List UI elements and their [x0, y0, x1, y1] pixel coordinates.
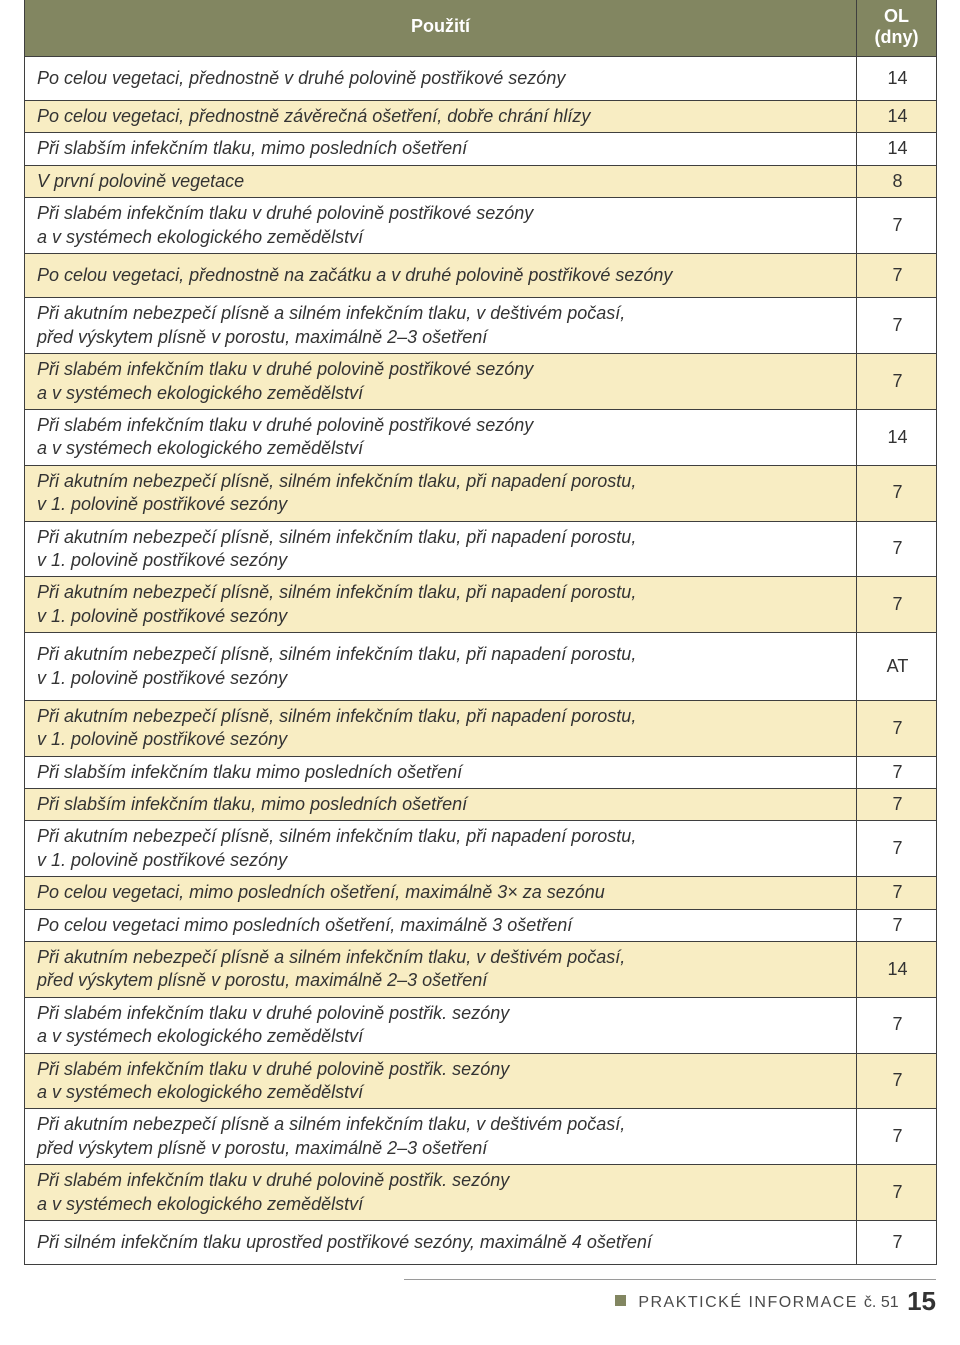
table-row: Při akutním nebezpečí plísně a silném in…: [25, 1109, 937, 1165]
ol-cell: 7: [857, 1109, 937, 1165]
table-row: Při akutním nebezpečí plísně, silném inf…: [25, 577, 937, 633]
ol-cell: 7: [857, 700, 937, 756]
ol-cell: 8: [857, 165, 937, 197]
ol-cell: 7: [857, 1220, 937, 1264]
usage-cell: Po celou vegetaci, přednostně závěrečná …: [25, 101, 857, 133]
table-row: Při slabším infekčním tlaku, mimo posled…: [25, 789, 937, 821]
table-row: Po celou vegetaci, přednostně na začátku…: [25, 254, 937, 298]
footer-issue-number: 51: [881, 1294, 899, 1311]
footer-line: PRAKTICKÉ INFORMACE č. 51 15: [24, 1286, 936, 1317]
usage-cell: Při slabém infekčním tlaku v druhé polov…: [25, 1053, 857, 1109]
ol-cell: 7: [857, 521, 937, 577]
ol-cell: 7: [857, 298, 937, 354]
table-row: Při slabém infekčním tlaku v druhé polov…: [25, 1053, 937, 1109]
table-row: Při akutním nebezpečí plísně, silném inf…: [25, 821, 937, 877]
table-row: Po celou vegetaci, mimo posledních ošetř…: [25, 877, 937, 909]
usage-cell: Při akutním nebezpečí plísně, silném inf…: [25, 633, 857, 701]
usage-cell: Při akutním nebezpečí plísně, silném inf…: [25, 465, 857, 521]
usage-cell: Po celou vegetaci, přednostně v druhé po…: [25, 56, 857, 100]
table-row: Při akutním nebezpečí plísně, silném inf…: [25, 465, 937, 521]
col-header-usage: Použití: [25, 0, 857, 56]
usage-cell: Po celou vegetaci, přednostně na začátku…: [25, 254, 857, 298]
usage-cell: Při akutním nebezpečí plísně, silném inf…: [25, 577, 857, 633]
usage-cell: Při akutním nebezpečí plísně a silném in…: [25, 942, 857, 998]
table-row: Při akutním nebezpečí plísně, silném inf…: [25, 521, 937, 577]
table-row: Při slabším infekčním tlaku mimo posledn…: [25, 756, 937, 788]
table-body: Po celou vegetaci, přednostně v druhé po…: [25, 56, 937, 1265]
ol-cell: 14: [857, 409, 937, 465]
table-row: Po celou vegetaci, přednostně závěrečná …: [25, 101, 937, 133]
col-header-ol: OL (dny): [857, 0, 937, 56]
table-row: Při slabém infekčním tlaku v druhé polov…: [25, 997, 937, 1053]
usage-cell: Při akutním nebezpečí plísně, silném inf…: [25, 821, 857, 877]
table-row: Po celou vegetaci, přednostně v druhé po…: [25, 56, 937, 100]
usage-cell: Při slabém infekčním tlaku v druhé polov…: [25, 1165, 857, 1221]
usage-cell: Po celou vegetaci, mimo posledních ošetř…: [25, 877, 857, 909]
usage-cell: Při slabším infekčním tlaku, mimo posled…: [25, 789, 857, 821]
ol-cell: 7: [857, 465, 937, 521]
usage-cell: Při silném infekčním tlaku uprostřed pos…: [25, 1220, 857, 1264]
usage-cell: Při akutním nebezpečí plísně, silném inf…: [25, 521, 857, 577]
usage-cell: Při slabším infekčním tlaku mimo posledn…: [25, 756, 857, 788]
ol-cell: 14: [857, 56, 937, 100]
table-row: Při akutním nebezpečí plísně a silném in…: [25, 298, 937, 354]
usage-cell: Při slabém infekčním tlaku v druhé polov…: [25, 198, 857, 254]
ol-cell: AT: [857, 633, 937, 701]
ol-cell: 7: [857, 997, 937, 1053]
usage-table: Použití OL (dny) Po celou vegetaci, před…: [24, 0, 937, 1265]
footer-rule: [404, 1279, 936, 1280]
table-row: V první polovině vegetace8: [25, 165, 937, 197]
table-row: Při slabém infekčním tlaku v druhé polov…: [25, 354, 937, 410]
page-number: 15: [907, 1286, 936, 1316]
usage-cell: Při akutním nebezpečí plísně, silném inf…: [25, 700, 857, 756]
page: Použití OL (dny) Po celou vegetaci, před…: [0, 0, 960, 1345]
table-row: Při akutním nebezpečí plísně, silném inf…: [25, 633, 937, 701]
table-row: Po celou vegetaci mimo posledních ošetře…: [25, 909, 937, 941]
table-row: Při akutním nebezpečí plísně a silném in…: [25, 942, 937, 998]
ol-cell: 7: [857, 877, 937, 909]
table-row: Při slabém infekčním tlaku v druhé polov…: [25, 198, 937, 254]
page-footer: PRAKTICKÉ INFORMACE č. 51 15: [24, 1279, 936, 1317]
ol-cell: 14: [857, 942, 937, 998]
ol-cell: 7: [857, 1165, 937, 1221]
ol-cell: 7: [857, 756, 937, 788]
ol-cell: 7: [857, 254, 937, 298]
usage-cell: Při slabém infekčním tlaku v druhé polov…: [25, 409, 857, 465]
ol-cell: 7: [857, 821, 937, 877]
ol-cell: 14: [857, 133, 937, 165]
table-row: Při silném infekčním tlaku uprostřed pos…: [25, 1220, 937, 1264]
footer-issue-prefix: č.: [864, 1294, 876, 1311]
table-header-row: Použití OL (dny): [25, 0, 937, 56]
ol-cell: 7: [857, 789, 937, 821]
usage-cell: Při slabším infekčním tlaku, mimo posled…: [25, 133, 857, 165]
square-marker-icon: [615, 1295, 626, 1306]
ol-cell: 7: [857, 354, 937, 410]
usage-cell: Při slabém infekčním tlaku v druhé polov…: [25, 997, 857, 1053]
ol-cell: 14: [857, 101, 937, 133]
ol-cell: 7: [857, 577, 937, 633]
table-row: Při slabém infekčním tlaku v druhé polov…: [25, 1165, 937, 1221]
footer-label: PRAKTICKÉ INFORMACE: [638, 1294, 858, 1311]
ol-cell: 7: [857, 1053, 937, 1109]
usage-cell: Po celou vegetaci mimo posledních ošetře…: [25, 909, 857, 941]
col-header-ol-line2: (dny): [865, 27, 928, 48]
usage-cell: Při slabém infekčním tlaku v druhé polov…: [25, 354, 857, 410]
usage-cell: Při akutním nebezpečí plísně a silném in…: [25, 1109, 857, 1165]
ol-cell: 7: [857, 198, 937, 254]
table-row: Při akutním nebezpečí plísně, silném inf…: [25, 700, 937, 756]
usage-cell: Při akutním nebezpečí plísně a silném in…: [25, 298, 857, 354]
usage-cell: V první polovině vegetace: [25, 165, 857, 197]
table-row: Při slabém infekčním tlaku v druhé polov…: [25, 409, 937, 465]
ol-cell: 7: [857, 909, 937, 941]
table-row: Při slabším infekčním tlaku, mimo posled…: [25, 133, 937, 165]
col-header-ol-line1: OL: [884, 6, 909, 26]
